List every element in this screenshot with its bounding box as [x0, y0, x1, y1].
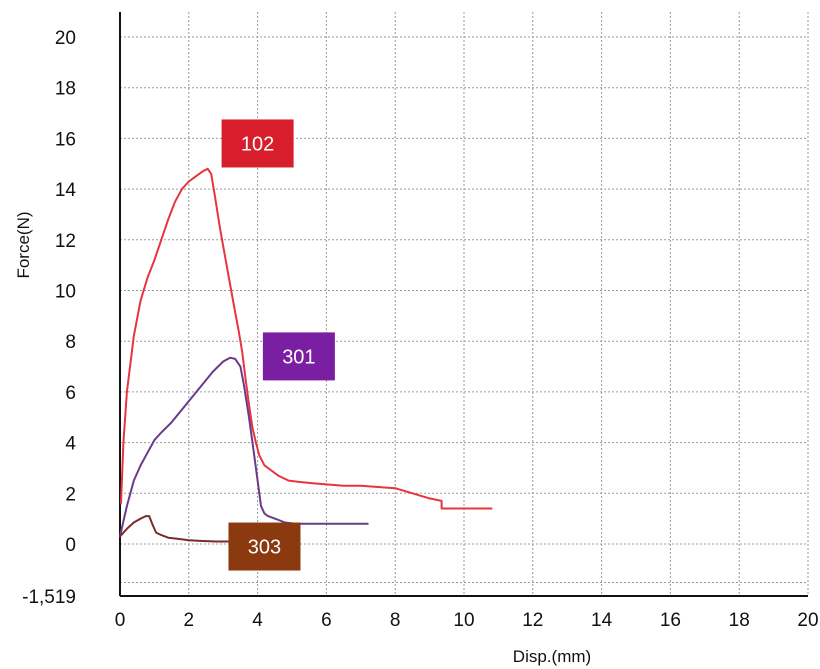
series-label-box-102 [221, 119, 294, 168]
axes [119, 12, 808, 597]
y-tick-label: 2 [65, 484, 76, 505]
x-tick-label: 14 [591, 610, 613, 631]
y-tick-label: -1,519 [22, 587, 76, 608]
x-tick-labels: 0 2 4 6 8 10 12 14 16 18 20 [115, 610, 819, 631]
x-tick-label: 10 [453, 610, 474, 631]
y-tick-label: 12 [55, 231, 76, 252]
y-tick-label: 14 [55, 180, 77, 201]
x-tick-label: 8 [390, 610, 401, 631]
x-axis-label: Disp.(mm) [513, 647, 591, 666]
series-line-303 [119, 515, 254, 543]
y-tick-label: 6 [65, 383, 76, 404]
x-tick-label: 2 [184, 610, 195, 631]
y-tick-label: 8 [65, 332, 76, 353]
y-tick-label: 18 [55, 79, 76, 100]
y-tick-label: 10 [55, 282, 76, 303]
y-tick-label: 4 [65, 434, 76, 455]
series-label-303: 303 [248, 537, 281, 559]
series-label-box-303 [228, 522, 301, 571]
x-tick-label: 16 [660, 610, 681, 631]
y-tick-label: 0 [65, 535, 76, 556]
y-axis-label: Force(N) [14, 211, 33, 278]
gridlines [119, 12, 809, 596]
series-line-102 [120, 167, 493, 510]
x-tick-label: 4 [252, 610, 263, 631]
series-labels: 102 301 303 [221, 119, 335, 571]
x-tick-label: 18 [729, 610, 750, 631]
x-tick-label: 0 [115, 610, 126, 631]
y-tick-label: 20 [55, 28, 76, 49]
x-tick-label: 12 [522, 610, 543, 631]
series-label-102: 102 [241, 133, 274, 155]
series-label-box-301 [262, 332, 335, 381]
x-tick-label: 6 [321, 610, 332, 631]
x-tick-label: 20 [797, 610, 818, 631]
y-tick-label: 16 [55, 129, 76, 150]
series-label-301: 301 [282, 346, 315, 368]
